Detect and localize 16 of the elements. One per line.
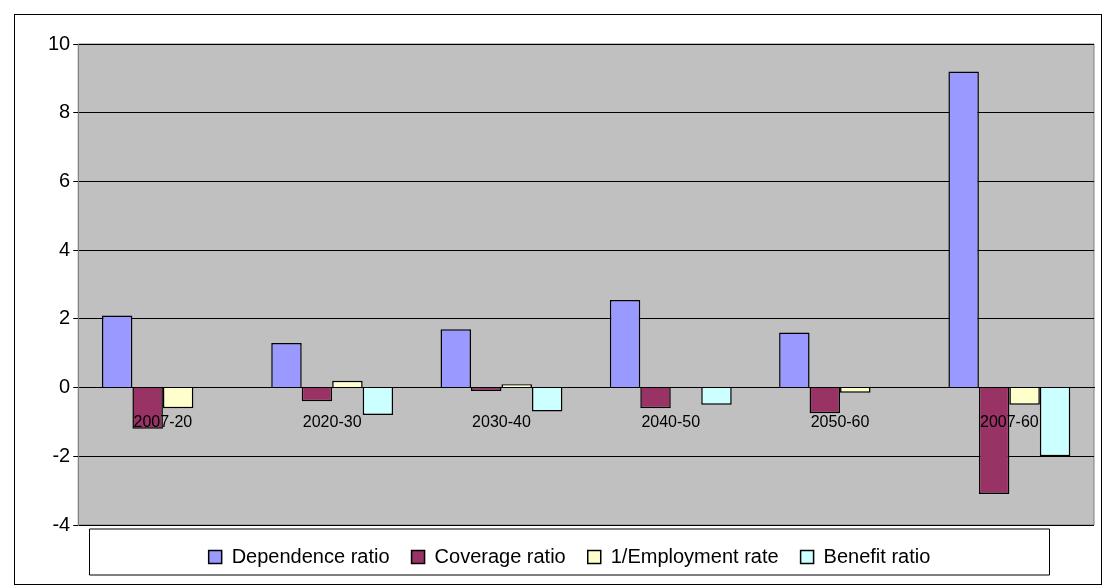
y-tick-label: 0 bbox=[59, 375, 71, 398]
legend-label: Dependence ratio bbox=[231, 544, 390, 567]
y-tick-label: 10 bbox=[48, 31, 71, 54]
legend-label: 1/Employment rate bbox=[610, 544, 779, 567]
x-tick-label: 2050-60 bbox=[810, 412, 870, 430]
legend-label: Coverage ratio bbox=[434, 544, 566, 567]
y-tick-label: 2 bbox=[59, 306, 71, 329]
y-tick-label: -4 bbox=[52, 512, 71, 535]
y-tick-label: -2 bbox=[52, 443, 71, 466]
x-tick-label: 2030-40 bbox=[472, 412, 531, 430]
y-tick-label: 4 bbox=[59, 237, 71, 260]
y-tick-label: 6 bbox=[59, 168, 71, 191]
y-tick-label: 8 bbox=[59, 100, 71, 123]
x-tick-label: 2020-30 bbox=[302, 412, 362, 430]
legend-label: Benefit ratio bbox=[823, 544, 931, 567]
x-tick-label: 2040-50 bbox=[641, 412, 701, 430]
